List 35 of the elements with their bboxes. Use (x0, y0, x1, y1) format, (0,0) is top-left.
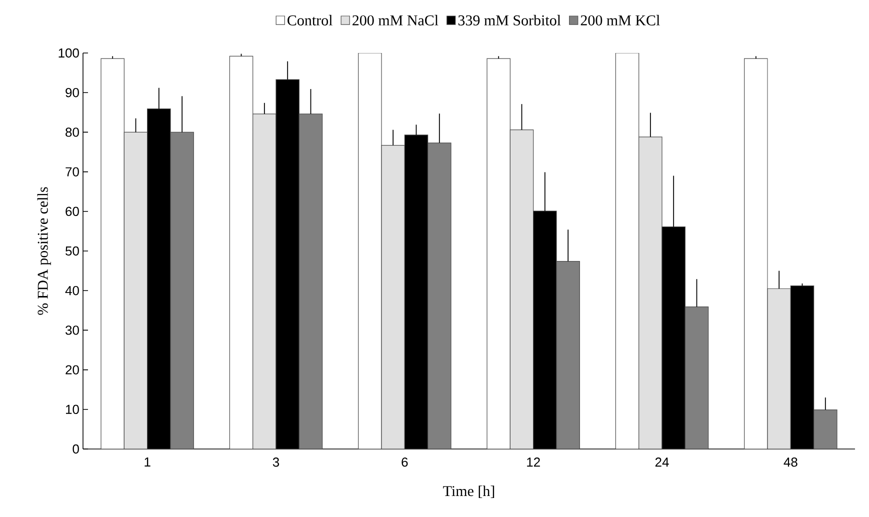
x-tick-label: 1 (144, 458, 150, 466)
bar (170, 132, 194, 449)
bar (556, 260, 580, 449)
y-tick-label: 70 (66, 167, 79, 176)
x-axis-title: Time [h] (443, 486, 494, 498)
bar (428, 142, 452, 449)
bar (124, 132, 148, 449)
x-tick-label: 12 (527, 458, 540, 467)
y-axis-title: % FDA positive cells (37, 187, 51, 315)
y-tick-label: 90 (66, 88, 79, 98)
y-tick-label: 60 (66, 206, 79, 216)
y-tick-label: 100 (58, 48, 79, 58)
y-tick-label: 50 (66, 246, 79, 256)
x-tick-label: 3 (272, 458, 280, 467)
x-tick-label: 48 (784, 458, 798, 467)
bar (638, 136, 662, 449)
y-tick-label: 0 (72, 444, 79, 454)
legend-label: 200 mM NaCl (352, 14, 438, 26)
bar (252, 114, 276, 449)
bar (684, 306, 709, 449)
bar (510, 130, 534, 449)
x-tick-label: 6 (402, 458, 408, 467)
x-tick-label: 24 (655, 458, 669, 467)
y-tick-label: 40 (65, 286, 79, 296)
y-tick-label: 30 (66, 326, 79, 335)
y-tick-label: 10 (66, 404, 79, 414)
y-tick-label: 20 (66, 365, 79, 374)
bar (298, 114, 323, 449)
bar (814, 409, 838, 449)
y-tick-label: 80 (66, 128, 79, 137)
bar (381, 144, 405, 449)
legend-label: 200 mM KCl (580, 14, 660, 26)
legend-label: 339 mM Sorbitol (458, 14, 561, 26)
bar (767, 288, 791, 449)
legend-label: Control (288, 14, 332, 26)
